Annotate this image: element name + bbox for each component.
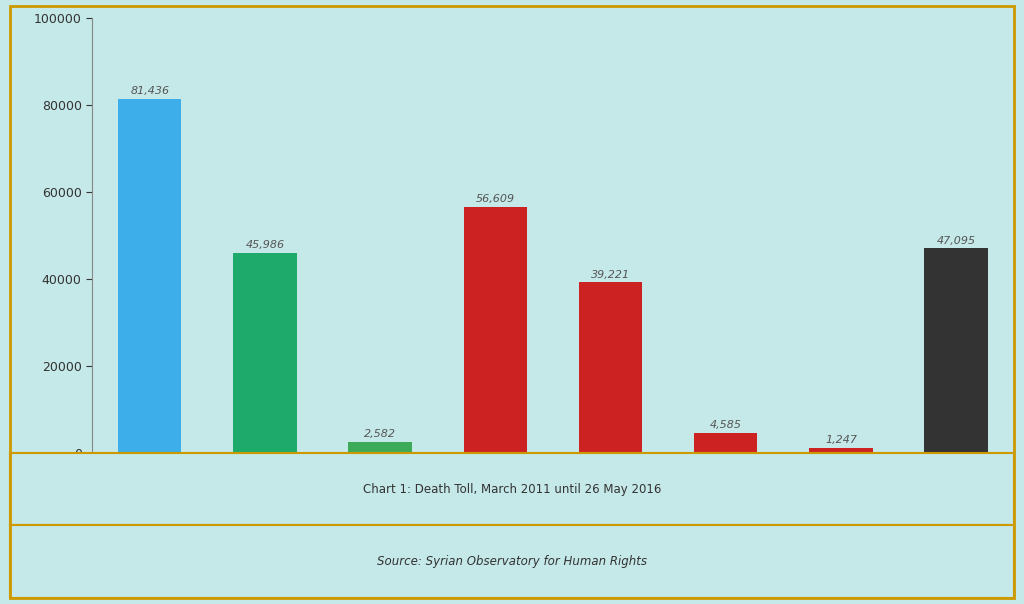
Bar xyxy=(464,207,527,453)
Text: 56,609: 56,609 xyxy=(476,194,515,204)
FancyBboxPatch shape xyxy=(10,453,1014,525)
Text: 1,247: 1,247 xyxy=(825,435,857,445)
Text: 81,436: 81,436 xyxy=(130,86,169,96)
Bar xyxy=(579,283,642,453)
Bar xyxy=(348,442,412,453)
Text: 45,986: 45,986 xyxy=(246,240,285,251)
Bar xyxy=(233,253,297,453)
Bar xyxy=(809,448,872,453)
Bar xyxy=(925,248,988,453)
FancyBboxPatch shape xyxy=(10,525,1014,598)
Text: Source: Syrian Observatory for Human Rights: Source: Syrian Observatory for Human Rig… xyxy=(377,555,647,568)
Text: 47,095: 47,095 xyxy=(937,236,976,246)
Text: 4,585: 4,585 xyxy=(710,420,741,431)
Bar xyxy=(694,433,758,453)
Text: 2,582: 2,582 xyxy=(365,429,396,439)
Text: 39,221: 39,221 xyxy=(591,270,630,280)
Text: Chart 1: Death Toll, March 2011 until 26 May 2016: Chart 1: Death Toll, March 2011 until 26… xyxy=(362,483,662,496)
Bar xyxy=(118,99,181,453)
